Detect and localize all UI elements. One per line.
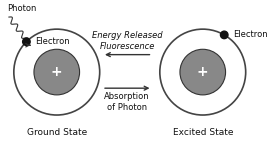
Text: +: +: [51, 65, 63, 79]
Text: Electron: Electron: [36, 37, 70, 46]
Text: Energy Released
Fluorescence: Energy Released Fluorescence: [92, 31, 163, 51]
Text: Electron: Electron: [233, 30, 268, 39]
Text: Absorption
of Photon: Absorption of Photon: [104, 92, 150, 112]
Circle shape: [221, 31, 228, 39]
Text: Excited State: Excited State: [172, 128, 233, 137]
Text: Photon: Photon: [8, 4, 37, 13]
Text: Ground State: Ground State: [27, 128, 87, 137]
Circle shape: [34, 49, 80, 95]
Text: +: +: [197, 65, 209, 79]
Circle shape: [180, 49, 225, 95]
Circle shape: [23, 38, 30, 46]
